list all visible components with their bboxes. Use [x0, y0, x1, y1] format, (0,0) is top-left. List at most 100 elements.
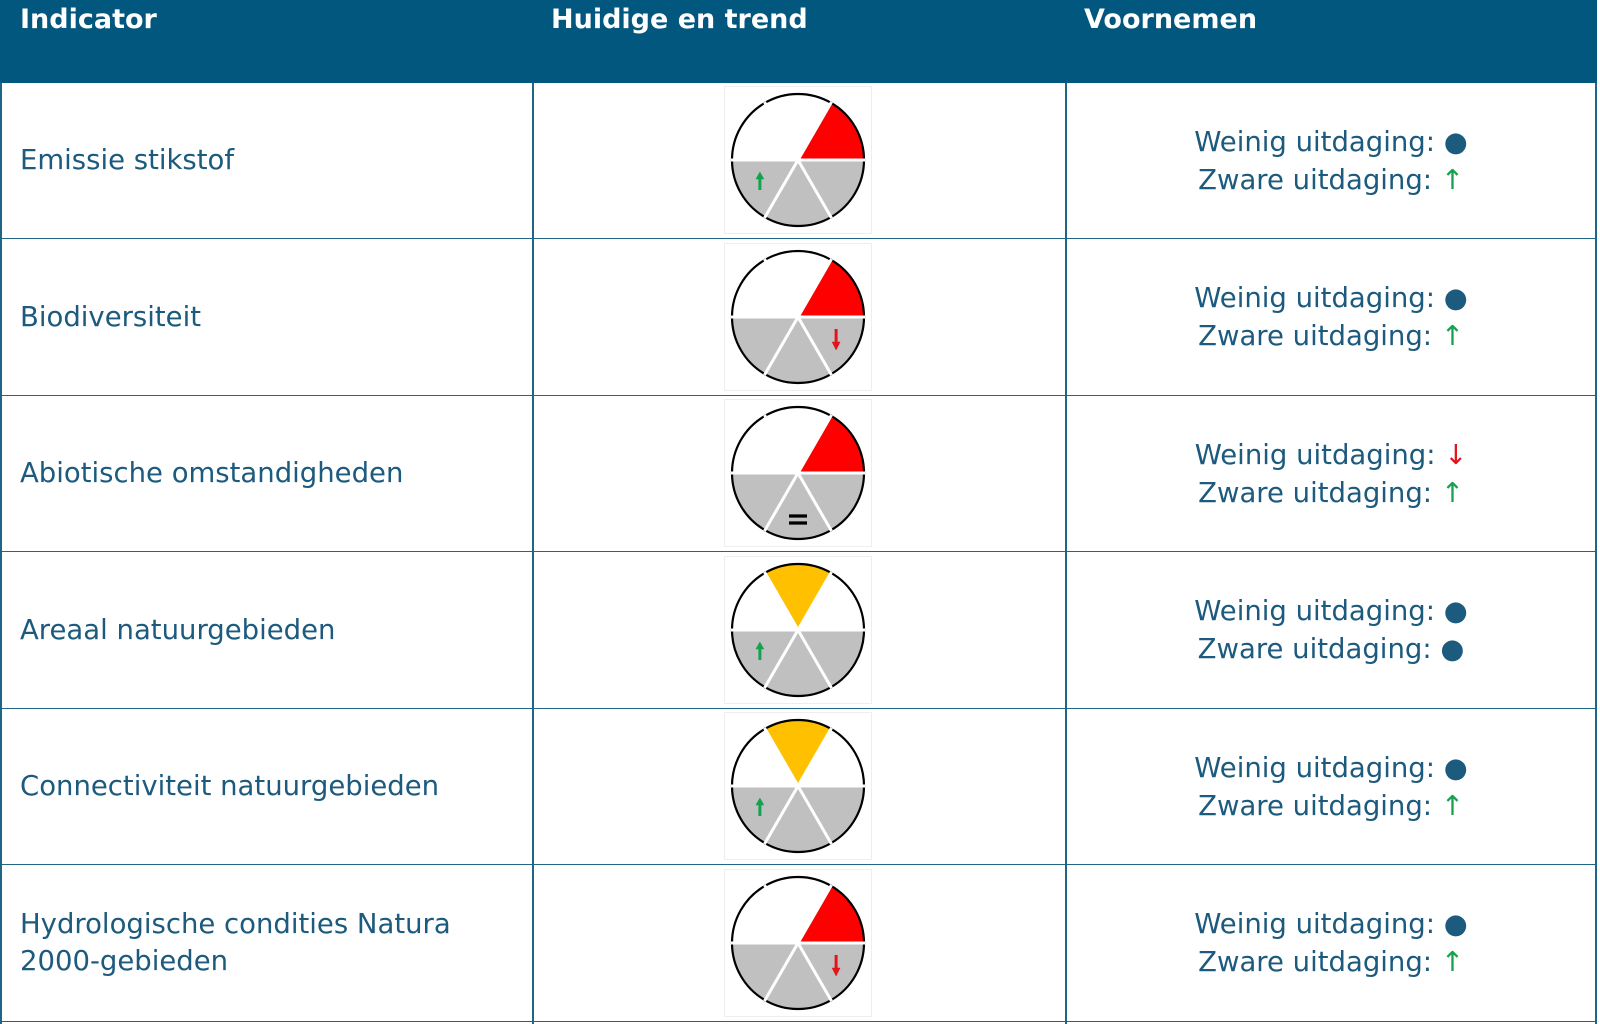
indicator-cell: Connectiviteit natuurgebieden — [20, 709, 520, 864]
column-divider-1 — [532, 83, 534, 1024]
wheel-segment-upper-left — [730, 727, 800, 788]
wheel-segment-upper-right — [796, 727, 866, 788]
indicator-label: Abiotische omstandigheden — [20, 457, 404, 489]
wheel-segment-top — [763, 875, 833, 944]
indicator-cell: Biodiversiteit — [20, 240, 520, 395]
wheel-segment-top — [763, 405, 833, 475]
zware-uitdaging-label: Zware uitdaging: — [1197, 633, 1432, 665]
arrow-up-icon: ↑ — [1440, 946, 1464, 978]
arrow-up-icon: ↑ — [1440, 163, 1464, 196]
zware-uitdaging-line: Zware uitdaging: ↑ — [1198, 317, 1464, 355]
trend-up-icon — [755, 171, 765, 190]
wheel-segment-upper-left — [730, 571, 800, 631]
zware-uitdaging-label: Zware uitdaging: — [1198, 946, 1433, 978]
indicator-label: Hydrologische condities Natura 2000-gebi… — [20, 908, 451, 977]
table-row: Connectiviteit natuurgebieden Weinig uitd… — [0, 709, 1597, 865]
weinig-uitdaging-line: Weinig uitdaging: ● — [1194, 123, 1468, 161]
trend-up-icon — [755, 640, 765, 660]
wheel-segment-bottom — [763, 158, 833, 228]
weinig-uitdaging-line: Weinig uitdaging: ● — [1194, 279, 1468, 317]
weinig-uitdaging-label: Weinig uitdaging: — [1194, 438, 1436, 471]
trend-down-icon — [831, 328, 841, 351]
wheel-segment-top — [763, 562, 833, 631]
wheel-segment-upper-right — [796, 414, 866, 475]
indicator-label: Biodiversiteit — [20, 300, 202, 333]
zware-uitdaging-line: Zware uitdaging: ● — [1198, 630, 1465, 668]
wheel-segment-bottom — [763, 784, 833, 854]
voornemen-cell: Weinig uitdaging: ● Zware uitdaging: ● — [1066, 553, 1596, 708]
wheel-segment-lower-left — [730, 941, 800, 1001]
wheel-segment-upper-left — [730, 414, 800, 475]
weinig-uitdaging-label: Weinig uitdaging: — [1194, 751, 1436, 784]
weinig-uitdaging-line: Weinig uitdaging: ● — [1194, 749, 1468, 787]
wheel-segment-lower-right — [796, 315, 866, 375]
status-wheel-icon — [724, 868, 872, 1017]
weinig-uitdaging-label: Weinig uitdaging: — [1194, 908, 1436, 940]
wheel-segment-lower-right — [796, 471, 866, 532]
table-border-right — [1595, 83, 1597, 1024]
table-row: Abiotische omstandigheden Weinig uitdagin… — [0, 396, 1597, 552]
table-row: Hydrologische condities Natura 2000-gebi… — [0, 866, 1597, 1022]
wheel-segment-top — [763, 718, 833, 788]
header-indicator: Indicator — [20, 4, 157, 35]
neutral-dot-icon: ● — [1443, 908, 1468, 940]
wheel-segment-top — [763, 249, 833, 318]
wheel-segment-bottom — [763, 315, 833, 384]
weinig-uitdaging-label: Weinig uitdaging: — [1194, 595, 1436, 627]
weinig-uitdaging-label: Weinig uitdaging: — [1194, 125, 1436, 158]
voornemen-cell: Weinig uitdaging: ● Zware uitdaging: ↑ — [1066, 83, 1596, 238]
neutral-dot-icon: ● — [1443, 282, 1468, 314]
wheel-segment-lower-right — [796, 941, 866, 1001]
zware-uitdaging-line: Zware uitdaging: ↑ — [1198, 474, 1464, 512]
status-wheel-icon — [724, 555, 872, 704]
trend-down-icon — [831, 954, 841, 977]
wheel-segment-top — [763, 92, 833, 162]
wheel-segment-upper-left — [730, 884, 800, 944]
wheel-segment-lower-left — [730, 158, 800, 219]
wheel-segment-lower-right — [796, 784, 866, 845]
voornemen-cell: Weinig uitdaging: ● Zware uitdaging: ↑ — [1066, 709, 1596, 864]
weinig-uitdaging-line: Weinig uitdaging: ● — [1194, 592, 1468, 630]
voornemen-cell: Weinig uitdaging: ● Zware uitdaging: ↑ — [1066, 866, 1596, 1021]
zware-uitdaging-label: Zware uitdaging: — [1198, 476, 1433, 509]
zware-uitdaging-label: Zware uitdaging: — [1198, 163, 1433, 196]
wheel-segment-upper-left — [730, 258, 800, 318]
wheel-segment-bottom — [763, 941, 833, 1010]
status-wheel-icon — [724, 86, 872, 234]
weinig-uitdaging-line: Weinig uitdaging: ● — [1194, 905, 1468, 943]
arrow-up-icon: ↑ — [1440, 789, 1464, 822]
wheel-segment-upper-right — [796, 101, 866, 162]
wheel-segment-lower-right — [796, 158, 866, 219]
table-border-left — [0, 83, 2, 1024]
neutral-dot-icon: ● — [1443, 751, 1468, 784]
wheel-segment-lower-left — [730, 784, 800, 845]
table-header: Indicator Huidige en trend Voornemen — [0, 0, 1597, 83]
wheel-segment-upper-right — [796, 571, 866, 631]
voornemen-cell: Weinig uitdaging: ● Zware uitdaging: ↑ — [1066, 240, 1596, 395]
table-row: Areaal natuurgebieden Weinig uitdaging: ●… — [0, 553, 1597, 709]
arrow-down-icon: ↓ — [1444, 438, 1468, 471]
header-voornemen: Voornemen — [1084, 4, 1258, 35]
zware-uitdaging-line: Zware uitdaging: ↑ — [1198, 787, 1464, 825]
header-huidige-en-trend: Huidige en trend — [551, 4, 808, 35]
column-divider-2 — [1065, 83, 1067, 1024]
wheel-segment-lower-right — [796, 628, 866, 688]
zware-uitdaging-label: Zware uitdaging: — [1198, 789, 1433, 822]
zware-uitdaging-line: Zware uitdaging: ↑ — [1198, 943, 1464, 981]
trend-up-icon — [755, 797, 765, 816]
status-wheel-icon — [724, 399, 872, 547]
indicator-cell: Abiotische omstandigheden — [20, 396, 520, 551]
neutral-dot-icon: ● — [1443, 595, 1468, 627]
wheel-segment-upper-right — [796, 884, 866, 944]
weinig-uitdaging-line: Weinig uitdaging: ↓ — [1195, 436, 1468, 474]
wheel-segment-bottom — [763, 628, 833, 697]
indicator-cell: Areaal natuurgebieden — [20, 553, 520, 708]
trend-equal-icon — [789, 514, 807, 525]
wheel-segment-lower-left — [730, 471, 800, 532]
arrow-up-icon: ↑ — [1440, 320, 1464, 352]
neutral-dot-icon: ● — [1443, 125, 1468, 158]
indicator-cell: Hydrologische condities Natura 2000-gebi… — [20, 866, 520, 1021]
neutral-dot-icon: ● — [1440, 633, 1465, 665]
table-row: Emissie stikstof Weinig uitdaging: ● Zware… — [0, 83, 1597, 239]
wheel-segment-upper-right — [796, 258, 866, 318]
